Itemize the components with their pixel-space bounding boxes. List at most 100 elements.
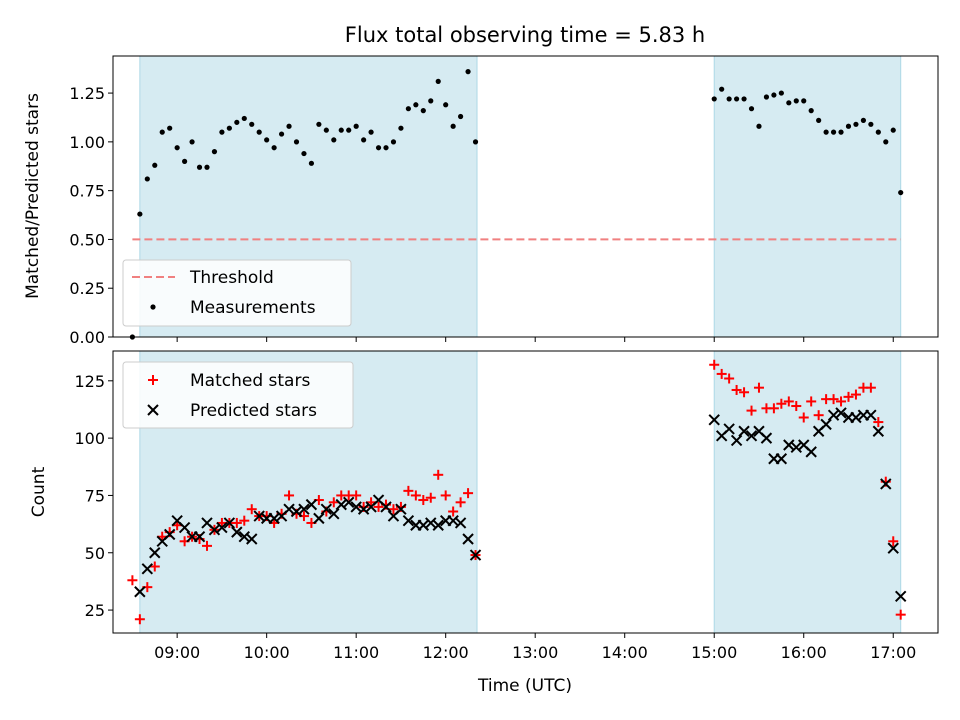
measurement-point <box>189 139 195 145</box>
top-panel: 0.00 0.25 0.50 0.75 1.00 1.25 Matched/Predict… <box>23 55 939 347</box>
x-tick-label: 15:00 <box>691 643 737 662</box>
predicted-star-point <box>865 409 877 421</box>
predicted-star-point <box>894 590 907 603</box>
measurement-point <box>316 121 322 127</box>
bottom-x-ticks: 09:00 10:00 11:00 12:00 13:00 14:00 15:00 16:00… <box>154 633 916 662</box>
measurement-point <box>152 162 158 168</box>
matched-star-point <box>149 561 160 572</box>
measurement-point <box>323 127 329 133</box>
matched-star-point <box>246 504 257 515</box>
matched-star-point <box>388 504 399 515</box>
predicted-star-point <box>193 531 206 543</box>
matched-star-point <box>836 396 847 407</box>
predicted-star-point <box>805 446 817 458</box>
top-points <box>129 69 904 340</box>
predicted-star-point <box>745 430 758 442</box>
measurement-point <box>159 129 165 135</box>
matched-star-point <box>448 506 459 517</box>
legend-box <box>122 361 354 429</box>
matched-star-point <box>776 398 787 409</box>
top-y-ticks: 0.00 0.25 0.50 0.75 1.00 1.25 <box>69 84 113 347</box>
predicted-star-point <box>425 517 437 529</box>
measurement-point <box>241 115 247 122</box>
measurement-point <box>465 69 471 75</box>
matched-star-point <box>791 401 802 412</box>
predicted-star-point <box>723 423 735 435</box>
predicted-star-point <box>850 411 862 424</box>
measurement-point <box>853 121 859 127</box>
matched-star-point <box>731 384 742 395</box>
measurement-point <box>174 145 180 151</box>
predicted-star-point <box>313 512 325 525</box>
matched-star-point <box>850 389 861 400</box>
matched-star-point <box>828 394 839 405</box>
measurement-point <box>264 137 270 143</box>
measurement-point <box>778 90 784 96</box>
predicted-star-point <box>238 531 250 543</box>
measurement-point <box>763 94 770 100</box>
bottom-axes-frame <box>112 350 939 634</box>
predicted-star-point <box>141 563 154 575</box>
measurement-point <box>413 102 419 108</box>
predicted-star-point <box>305 498 318 511</box>
measurement-point <box>435 78 441 84</box>
measurement-point <box>458 113 464 120</box>
predicted-star-point <box>708 414 720 426</box>
measurement-point <box>301 150 307 157</box>
x-tick-label: 14:00 <box>602 643 648 662</box>
measurement-point <box>368 129 374 135</box>
measurement-point <box>898 189 904 196</box>
measurement-point <box>331 137 337 143</box>
measurement-point <box>375 145 382 151</box>
measurement-point <box>890 127 896 133</box>
figure-title: Flux total observing time = 5.83 h <box>345 23 705 47</box>
measurement-point <box>450 123 456 129</box>
matched-star-point <box>716 368 727 379</box>
measurement-point <box>845 123 852 129</box>
measurement-point <box>278 131 285 137</box>
measurement-point <box>808 108 814 114</box>
matched-star-point <box>813 410 824 421</box>
predicted-star-point <box>827 409 840 421</box>
measurement-point <box>838 129 844 135</box>
matched-star-point <box>865 382 876 393</box>
matched-star-point <box>418 495 429 506</box>
predicted-star-point <box>760 432 773 444</box>
legend-measurement-swatch <box>150 304 156 310</box>
predicted-star-point <box>402 514 415 527</box>
measurement-point <box>741 96 747 102</box>
predicted-star-point <box>835 407 847 419</box>
predicted-star-point <box>790 441 802 453</box>
predicted-star-point <box>738 425 750 437</box>
matched-star-point <box>709 359 720 370</box>
bottom-points <box>127 359 907 625</box>
matched-star-point <box>798 412 809 423</box>
predicted-star-point <box>350 501 362 513</box>
measurement-point <box>293 139 300 145</box>
measurement-point <box>472 139 479 145</box>
predicted-star-point <box>469 549 482 561</box>
measurement-point <box>361 137 367 143</box>
predicted-star-point <box>730 434 743 447</box>
bottom-legend: Matched stars Predicted stars <box>122 361 354 429</box>
measurement-point <box>443 102 449 108</box>
measurement-point <box>771 92 777 98</box>
matched-star-point <box>239 515 250 526</box>
measurement-point <box>353 123 359 129</box>
measurement-point <box>420 108 426 114</box>
legend-threshold-label: Threshold <box>189 268 274 288</box>
measurement-point <box>868 121 874 127</box>
matched-star-point <box>843 391 854 402</box>
predicted-star-point <box>872 425 885 437</box>
matched-star-point <box>148 375 158 385</box>
predicted-star-point <box>783 439 795 451</box>
predicted-star-point <box>343 496 355 509</box>
matched-star-point <box>433 469 444 480</box>
measurement-point <box>398 125 404 131</box>
predicted-star-point <box>163 528 176 541</box>
predicted-star-point <box>223 517 236 529</box>
predicted-star-point <box>335 498 347 511</box>
shaded-span-2 <box>714 351 901 633</box>
matched-star-point <box>373 501 384 512</box>
matched-star-point <box>201 540 212 551</box>
